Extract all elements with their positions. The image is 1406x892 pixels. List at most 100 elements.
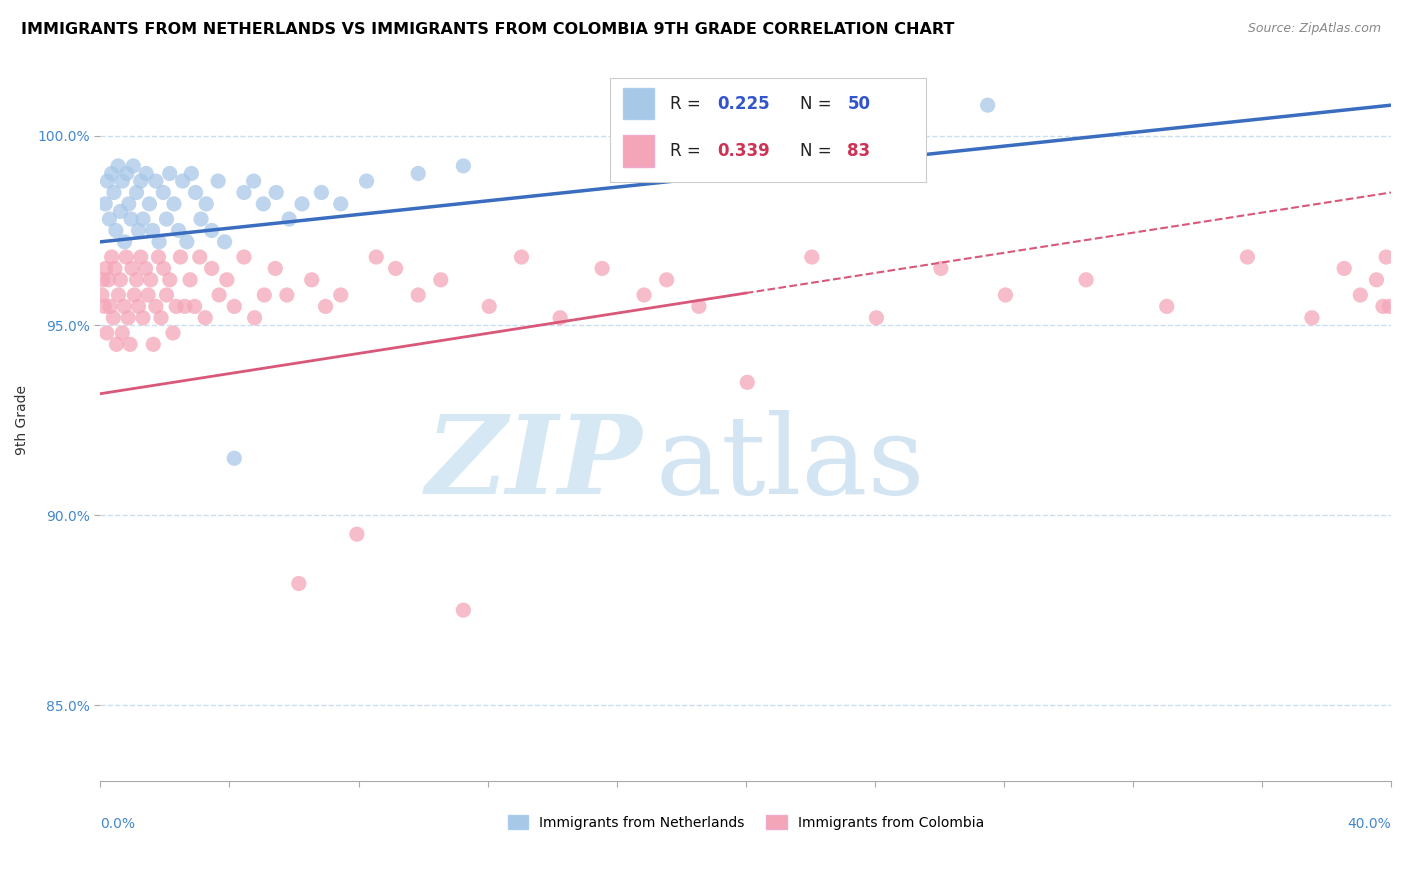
Point	[406, 288, 429, 302]
Point	[125, 186, 148, 200]
Point	[453, 603, 475, 617]
Point	[510, 250, 533, 264]
Point	[406, 167, 429, 181]
Point	[548, 310, 571, 325]
Point	[215, 273, 238, 287]
Point	[688, 299, 710, 313]
Point	[132, 212, 155, 227]
Point	[356, 174, 378, 188]
Point	[1375, 250, 1398, 264]
Point	[174, 299, 197, 313]
Point	[201, 223, 224, 237]
Point	[110, 273, 132, 287]
Point	[737, 376, 759, 390]
Point	[114, 235, 136, 249]
Point	[180, 167, 202, 181]
Point	[252, 197, 274, 211]
Point	[105, 337, 128, 351]
Point	[118, 197, 141, 211]
Point	[125, 273, 148, 287]
Point	[145, 299, 167, 313]
Point	[366, 250, 388, 264]
Point	[800, 250, 823, 264]
Point	[183, 299, 205, 313]
Point	[98, 212, 121, 227]
Point	[1236, 250, 1258, 264]
Point	[98, 299, 121, 313]
Point	[201, 261, 224, 276]
Point	[301, 273, 323, 287]
Point	[135, 167, 157, 181]
Point	[163, 197, 186, 211]
Point	[929, 261, 952, 276]
Point	[453, 159, 475, 173]
Point	[190, 212, 212, 227]
Point	[142, 223, 165, 237]
Point	[633, 288, 655, 302]
Point	[865, 310, 887, 325]
Point	[127, 299, 149, 313]
Point	[107, 159, 129, 173]
Point	[384, 261, 406, 276]
Point	[97, 273, 120, 287]
Point	[1156, 299, 1178, 313]
Point	[159, 273, 181, 287]
Legend: Immigrants from Netherlands, Immigrants from Colombia: Immigrants from Netherlands, Immigrants …	[502, 809, 990, 835]
Point	[253, 288, 276, 302]
Point	[288, 576, 311, 591]
Point	[111, 174, 134, 188]
Point	[278, 212, 301, 227]
Point	[172, 174, 194, 188]
Point	[167, 223, 190, 237]
Point	[264, 186, 287, 200]
Point	[107, 288, 129, 302]
Point	[1372, 299, 1395, 313]
Point	[122, 159, 145, 173]
Point	[103, 186, 125, 200]
Point	[276, 288, 298, 302]
Point	[139, 273, 162, 287]
Point	[655, 273, 678, 287]
Point	[188, 250, 211, 264]
Point	[115, 167, 138, 181]
Point	[136, 288, 159, 302]
Point	[120, 212, 142, 227]
Point	[194, 310, 217, 325]
Point	[315, 299, 337, 313]
Point	[104, 223, 127, 237]
Point	[429, 273, 451, 287]
Point	[91, 288, 114, 302]
Point	[155, 288, 177, 302]
Point	[103, 310, 125, 325]
Point	[195, 197, 218, 211]
Point	[100, 167, 122, 181]
Point	[169, 250, 191, 264]
Point	[311, 186, 333, 200]
Point	[162, 326, 184, 340]
Point	[329, 288, 352, 302]
Point	[243, 310, 266, 325]
Point	[208, 288, 231, 302]
Point	[165, 299, 187, 313]
Point	[291, 197, 314, 211]
Point	[346, 527, 368, 541]
Point	[117, 310, 139, 325]
Point	[224, 451, 246, 466]
Text: atlas: atlas	[655, 410, 925, 517]
Point	[152, 186, 174, 200]
Point	[91, 273, 114, 287]
Point	[1378, 299, 1400, 313]
Point	[120, 337, 142, 351]
Point	[214, 235, 236, 249]
Point	[176, 235, 198, 249]
Point	[96, 174, 118, 188]
Point	[329, 197, 352, 211]
Point	[1350, 288, 1372, 302]
Point	[148, 250, 170, 264]
Point	[152, 261, 174, 276]
Point	[135, 261, 157, 276]
Point	[127, 223, 149, 237]
Point	[976, 98, 998, 112]
Point	[184, 186, 207, 200]
Y-axis label: 9th Grade: 9th Grade	[15, 385, 30, 455]
